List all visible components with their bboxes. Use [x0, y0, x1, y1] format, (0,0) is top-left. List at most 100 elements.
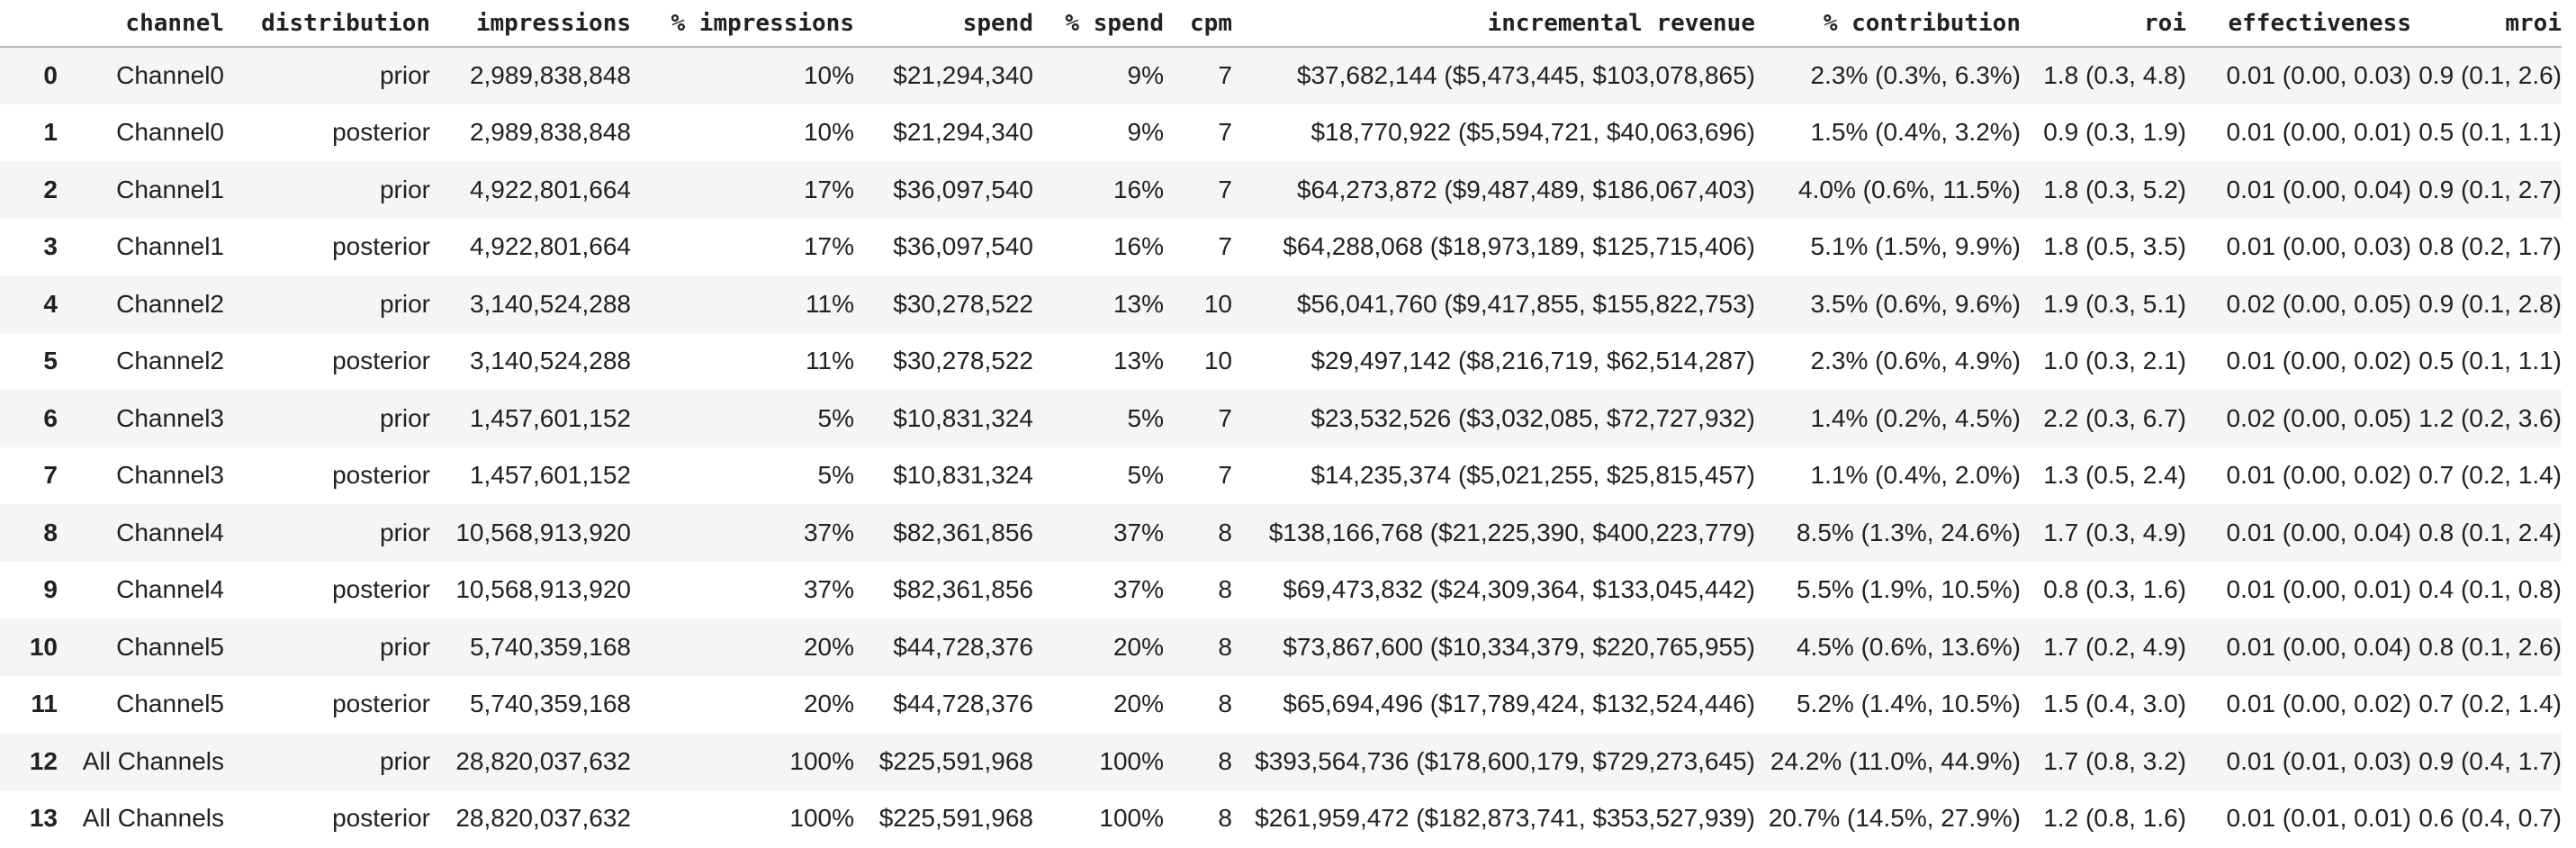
cell-roi: 1.9 (0.3, 5.1) [2043, 289, 2186, 318]
cell-pct-impressions: 17% [803, 175, 854, 203]
cell-impressions: 4,922,801,664 [469, 232, 631, 261]
cell-roi: 2.2 (0.3, 6.7) [2043, 403, 2186, 432]
cell-roi: 1.7 (0.8, 3.2) [2043, 746, 2186, 775]
row-index: 1 [43, 118, 58, 147]
cell-spend: $30,278,522 [893, 289, 1033, 318]
column-header-pct-contribution: % contribution [1755, 0, 2021, 48]
table-row: 12 All Channels prior 28,820,037,632 100% $22… [0, 733, 2562, 790]
table-row: 2 Channel1 prior 4,922,801,664 17% $36,097,54… [0, 161, 2562, 219]
cell-roi: 1.8 (0.5, 3.5) [2043, 232, 2186, 261]
cell-pct-impressions: 11% [806, 347, 854, 375]
cell-impressions: 1,457,601,152 [469, 403, 631, 432]
cell-incremental-revenue: $73,867,600 ($10,334,379, $220,765,955) [1283, 632, 1755, 661]
cell-effectiveness: 0.01 (0.01, 0.01) [2226, 804, 2411, 833]
row-index: 7 [43, 461, 58, 490]
cell-roi: 1.7 (0.3, 4.9) [2043, 518, 2186, 546]
row-index: 10 [29, 632, 58, 661]
cell-roi: 1.3 (0.5, 2.4) [2043, 461, 2186, 490]
cell-pct-spend: 37% [1112, 518, 1164, 546]
row-index: 3 [43, 232, 58, 261]
cell-spend: $82,361,856 [893, 518, 1033, 546]
cell-incremental-revenue: $261,959,472 ($182,873,741, $353,527,939… [1255, 804, 1755, 833]
cell-pct-contribution: 24.2% (11.0%, 44.9%) [1770, 746, 2021, 775]
cell-roi: 1.5 (0.4, 3.0) [2043, 690, 2186, 718]
cell-channel: Channel1 [116, 232, 224, 261]
cell-incremental-revenue: $64,288,068 ($18,973,189, $125,715,406) [1283, 232, 1755, 261]
cell-pct-spend: 100% [1099, 804, 1164, 833]
cell-effectiveness: 0.01 (0.00, 0.04) [2226, 632, 2411, 661]
cell-pct-spend: 16% [1112, 175, 1164, 203]
table-row: 5 Channel2 posterior 3,140,524,288 11% $30,27… [0, 333, 2562, 391]
row-index: 11 [31, 690, 58, 718]
cell-pct-contribution: 4.5% (0.6%, 13.6%) [1796, 632, 2021, 661]
table-row: 4 Channel2 prior 3,140,524,288 11% $30,278,52… [0, 275, 2562, 333]
cell-distribution: posterior [332, 575, 430, 604]
cell-cpm: 8 [1218, 518, 1232, 546]
cell-impressions: 5,740,359,168 [469, 690, 631, 718]
cell-spend: $10,831,324 [893, 403, 1033, 432]
cell-mroi: 0.9 (0.1, 2.8) [2418, 289, 2562, 318]
cell-distribution: prior [379, 403, 430, 432]
cell-incremental-revenue: $138,166,768 ($21,225,390, $400,223,779) [1268, 518, 1755, 546]
cell-pct-contribution: 1.4% (0.2%, 4.5%) [1810, 403, 2021, 432]
cell-pct-impressions: 11% [806, 289, 854, 318]
table-row: 6 Channel3 prior 1,457,601,152 5% $10,831,324… [0, 390, 2562, 447]
row-index: 9 [43, 575, 58, 604]
cell-pct-contribution: 5.5% (1.9%, 10.5%) [1796, 575, 2021, 604]
cell-pct-spend: 20% [1112, 690, 1164, 718]
cell-pct-impressions: 10% [803, 118, 854, 147]
cell-incremental-revenue: $69,473,832 ($24,309,364, $133,045,442) [1283, 575, 1755, 604]
cell-spend: $36,097,540 [893, 175, 1033, 203]
table-row: 1 Channel0 posterior 2,989,838,848 10% $21,29… [0, 104, 2562, 162]
cell-distribution: prior [379, 632, 430, 661]
cell-channel: Channel5 [116, 632, 224, 661]
column-header-index [0, 0, 58, 48]
cell-channel: Channel1 [116, 175, 224, 203]
cell-cpm: 7 [1218, 403, 1232, 432]
cell-pct-spend: 37% [1112, 575, 1164, 604]
cell-effectiveness: 0.01 (0.00, 0.03) [2226, 61, 2411, 90]
cell-pct-spend: 13% [1112, 347, 1164, 375]
cell-impressions: 3,140,524,288 [469, 289, 631, 318]
cell-spend: $21,294,340 [893, 118, 1033, 147]
cell-pct-spend: 20% [1112, 632, 1164, 661]
cell-channel: Channel0 [116, 118, 224, 147]
cell-impressions: 10,568,913,920 [455, 518, 631, 546]
cell-spend: $10,831,324 [893, 461, 1033, 490]
cell-pct-impressions: 100% [789, 804, 854, 833]
cell-effectiveness: 0.02 (0.00, 0.05) [2226, 289, 2411, 318]
cell-distribution: prior [379, 175, 430, 203]
cell-mroi: 0.9 (0.4, 1.7) [2418, 746, 2562, 775]
table-row: 9 Channel4 posterior 10,568,913,920 37% $82,3… [0, 562, 2562, 619]
cell-pct-contribution: 1.5% (0.4%, 3.2%) [1810, 118, 2021, 147]
cell-effectiveness: 0.01 (0.00, 0.04) [2226, 518, 2411, 546]
cell-incremental-revenue: $65,694,496 ($17,789,424, $132,524,446) [1283, 690, 1755, 718]
cell-cpm: 10 [1203, 347, 1232, 375]
cell-pct-spend: 100% [1099, 746, 1164, 775]
cell-impressions: 5,740,359,168 [469, 632, 631, 661]
cell-pct-contribution: 3.5% (0.6%, 9.6%) [1810, 289, 2021, 318]
cell-effectiveness: 0.01 (0.00, 0.02) [2226, 461, 2411, 490]
row-index: 8 [43, 518, 58, 546]
cell-distribution: prior [379, 746, 430, 775]
table-header-row: channel distribution impressions% impressi… [0, 0, 2562, 48]
cell-impressions: 3,140,524,288 [469, 347, 631, 375]
cell-cpm: 7 [1218, 461, 1232, 490]
cell-roi: 1.8 (0.3, 4.8) [2043, 61, 2186, 90]
cell-mroi: 0.7 (0.2, 1.4) [2418, 690, 2562, 718]
cell-effectiveness: 0.01 (0.00, 0.02) [2226, 690, 2411, 718]
cell-roi: 1.2 (0.8, 1.6) [2043, 804, 2186, 833]
cell-pct-spend: 9% [1127, 61, 1164, 90]
cell-mroi: 0.9 (0.1, 2.7) [2418, 175, 2562, 203]
cell-incremental-revenue: $18,770,922 ($5,594,721, $40,063,696) [1311, 118, 1755, 147]
column-header-distribution: distribution [224, 0, 430, 48]
cell-distribution: posterior [332, 461, 430, 490]
cell-incremental-revenue: $14,235,374 ($5,021,255, $25,815,457) [1311, 461, 1755, 490]
cell-impressions: 10,568,913,920 [455, 575, 631, 604]
cell-pct-impressions: 5% [817, 461, 854, 490]
cell-incremental-revenue: $393,564,736 ($178,600,179, $729,273,645… [1255, 746, 1755, 775]
cell-impressions: 2,989,838,848 [469, 61, 631, 90]
cell-spend: $44,728,376 [893, 690, 1033, 718]
cell-pct-spend: 16% [1112, 232, 1164, 261]
